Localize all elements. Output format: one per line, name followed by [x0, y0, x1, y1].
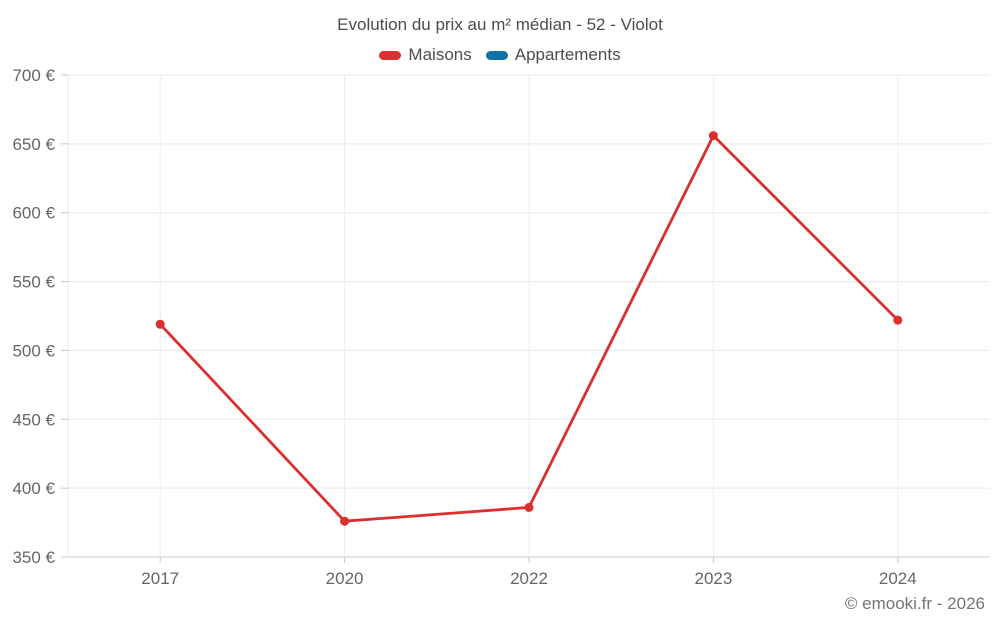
x-tick-label: 2022	[510, 569, 548, 588]
x-tick-label: 2024	[879, 569, 917, 588]
chart-title: Evolution du prix au m² médian - 52 - Vi…	[337, 15, 663, 34]
y-tick-label: 650 €	[12, 135, 55, 154]
legend-label-appartements: Appartements	[514, 45, 621, 64]
data-point-maisons-2020[interactable]	[340, 516, 350, 526]
chart-legend: Maisons Appartements	[0, 45, 1000, 65]
data-point-maisons-2017[interactable]	[155, 319, 165, 329]
copyright-footer: © emooki.fr - 2026	[844, 594, 985, 613]
legend-item-appartements[interactable]: Appartements	[485, 45, 621, 65]
x-tick-label: 2017	[141, 569, 179, 588]
appartements-series-swatch-icon	[485, 50, 508, 60]
maisons-series-swatch-icon	[379, 50, 402, 60]
y-tick-label: 500 €	[12, 341, 55, 360]
data-point-maisons-2023[interactable]	[708, 131, 718, 141]
data-point-maisons-2024[interactable]	[893, 315, 903, 325]
data-point-maisons-2022[interactable]	[524, 502, 534, 512]
y-tick-label: 550 €	[12, 273, 55, 292]
y-tick-label: 700 €	[12, 66, 55, 85]
x-tick-label: 2023	[694, 569, 732, 588]
legend-label-maisons: Maisons	[408, 45, 472, 64]
x-tick-label: 2020	[326, 569, 364, 588]
legend-item-maisons[interactable]: Maisons	[379, 45, 472, 65]
y-tick-label: 450 €	[12, 410, 55, 429]
y-tick-label: 400 €	[12, 479, 55, 498]
y-tick-label: 350 €	[12, 548, 55, 567]
y-tick-label: 600 €	[12, 204, 55, 223]
